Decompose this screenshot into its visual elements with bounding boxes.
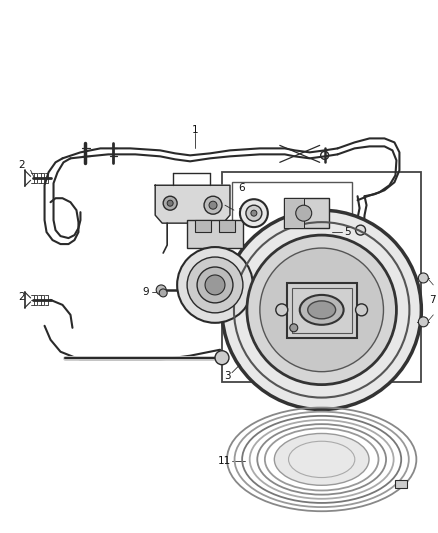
Bar [395, 480, 406, 488]
Circle shape [163, 196, 177, 210]
Circle shape [260, 248, 384, 372]
Text: 1: 1 [192, 125, 198, 135]
Ellipse shape [274, 433, 369, 486]
Circle shape [240, 199, 268, 227]
Bar [284, 198, 304, 228]
Circle shape [247, 235, 396, 385]
Circle shape [187, 257, 243, 313]
Text: 2: 2 [19, 160, 25, 171]
Text: 6: 6 [238, 183, 244, 193]
Bar [195, 220, 211, 232]
Circle shape [266, 293, 276, 303]
Bar [284, 198, 328, 228]
Circle shape [222, 210, 421, 409]
Circle shape [356, 304, 367, 316]
Text: 2: 2 [19, 292, 25, 302]
Bar [187, 220, 243, 248]
Circle shape [246, 205, 262, 221]
Bar [232, 182, 352, 244]
Circle shape [159, 289, 167, 297]
Circle shape [418, 273, 428, 283]
Bar [222, 172, 421, 382]
Text: 11: 11 [218, 456, 231, 466]
Polygon shape [155, 185, 230, 223]
Circle shape [418, 317, 428, 327]
Bar [287, 283, 357, 338]
Ellipse shape [300, 295, 343, 325]
Circle shape [356, 225, 366, 235]
Text: 7: 7 [429, 295, 436, 305]
Circle shape [197, 267, 233, 303]
Text: 10: 10 [238, 208, 251, 218]
Circle shape [276, 304, 288, 316]
Text: 3: 3 [224, 370, 231, 381]
Circle shape [167, 200, 173, 206]
Bar [219, 220, 235, 232]
Circle shape [296, 205, 312, 221]
Bar [292, 288, 352, 333]
Text: 5: 5 [345, 227, 351, 237]
Circle shape [177, 247, 253, 323]
Circle shape [204, 196, 222, 214]
Circle shape [209, 201, 217, 209]
Circle shape [205, 275, 225, 295]
Ellipse shape [308, 301, 336, 319]
Text: 9: 9 [142, 287, 149, 297]
Circle shape [290, 324, 298, 332]
Circle shape [156, 285, 166, 295]
Circle shape [215, 351, 229, 365]
Text: 8: 8 [278, 298, 284, 308]
Circle shape [251, 210, 257, 216]
